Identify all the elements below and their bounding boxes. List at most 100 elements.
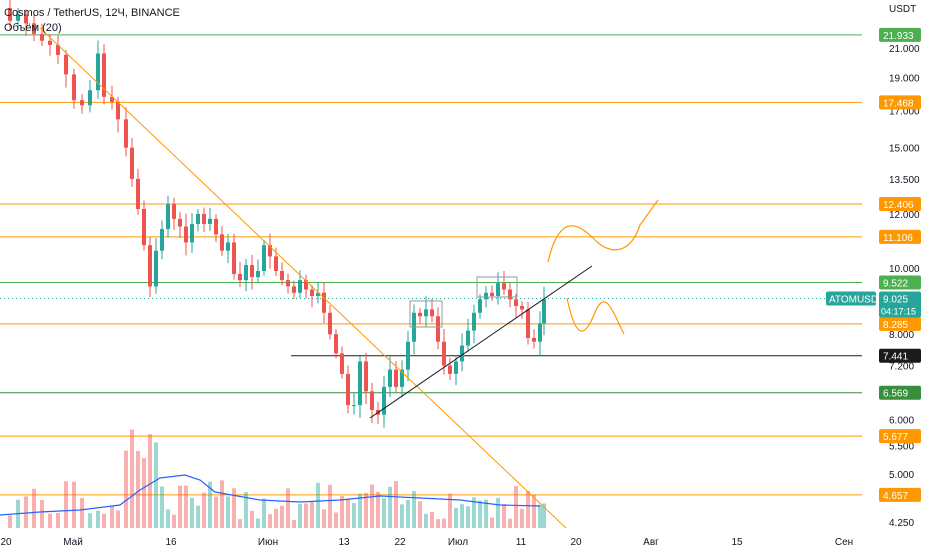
candle-body (334, 334, 338, 354)
candle-body (496, 283, 500, 296)
volume-bar (364, 492, 368, 528)
descending-trendline (39, 27, 567, 529)
volume-bar (502, 503, 506, 528)
candle-body (542, 299, 546, 324)
volume-bar (454, 507, 458, 528)
candle-body (244, 265, 248, 281)
candle-body (274, 256, 278, 271)
candle-body (430, 309, 434, 317)
time-tick-label: Авг (643, 537, 659, 548)
volume-bar (56, 512, 60, 528)
volume-bar (286, 488, 290, 528)
candle-body (316, 292, 320, 296)
volume-bar (32, 488, 36, 528)
volume-bar (520, 508, 524, 528)
volume-ma-line (0, 474, 541, 516)
candle-body (388, 369, 392, 387)
ascending-trendline (369, 265, 593, 419)
candle-body (40, 33, 44, 41)
volume-bar (352, 503, 356, 528)
volume-bar (184, 485, 188, 528)
volume-bar (388, 486, 392, 528)
volume-bar (358, 493, 362, 528)
volume-bar (72, 481, 76, 528)
time-tick-label: 15 (731, 537, 743, 548)
volume-bar (484, 499, 488, 528)
candle-body (136, 178, 140, 209)
volume-bar (400, 504, 404, 528)
price-axis: 21.000 19.000 17.000 15.000 13.500 12.000 10.0… (889, 44, 920, 529)
symbol-title[interactable]: Cosmos / TetherUS, 12Ч, BINANCE (4, 7, 180, 19)
candle-body (208, 218, 212, 224)
volume-bar (322, 509, 326, 528)
candle-body (154, 250, 158, 287)
last-price-tag (879, 291, 921, 318)
level-price-text: 9.522 (883, 279, 908, 290)
volume-bar (538, 504, 542, 528)
volume-bar (8, 515, 12, 528)
candle-body (484, 292, 488, 300)
volume-bar (178, 485, 182, 528)
horizontal-levels (0, 34, 862, 496)
candle-body (184, 226, 188, 243)
volume-bar (496, 497, 500, 528)
volume-bar (442, 518, 446, 528)
volume-bar (316, 482, 320, 528)
volume-bar (478, 500, 482, 528)
candle-body (478, 299, 482, 313)
volume-bar (328, 484, 332, 528)
candle-body (48, 40, 52, 45)
volume-bar (130, 429, 134, 528)
candle-body (520, 305, 524, 310)
volume-bar (80, 497, 84, 528)
volume-bar (292, 519, 296, 528)
volume-bar (298, 503, 302, 528)
candle-body (56, 44, 60, 55)
candle-body (508, 289, 512, 300)
volume-bar (418, 501, 422, 528)
volume-bar (430, 511, 434, 528)
candle-body (130, 147, 134, 179)
volume-bar (460, 504, 464, 528)
volume-bar (406, 499, 410, 528)
volume-bar (64, 481, 68, 528)
candle-body (178, 218, 182, 227)
candle-body (142, 208, 146, 246)
volume-bar (310, 501, 314, 528)
candle-body (340, 353, 344, 374)
candle-body (370, 391, 374, 410)
candle-body (538, 323, 542, 342)
candle-body (64, 54, 68, 75)
level-price-tag (879, 27, 921, 42)
price-tick-label: 5.500 (889, 441, 914, 452)
volume-indicator-title[interactable]: Объём (20) (4, 22, 62, 34)
candle-body (226, 242, 230, 251)
candle-body (220, 234, 224, 251)
candle-body (238, 273, 242, 281)
time-axis: 20 Май 16 Июн 13 22 Июл 11 20 Авг 15 Сен (0, 537, 853, 548)
candle-body (490, 292, 494, 296)
candles (8, 0, 546, 428)
candle-body (526, 309, 530, 338)
price-tick-label: 21.000 (889, 44, 920, 55)
candle-body (190, 223, 194, 243)
level-price-tag (879, 487, 921, 502)
candle-body (466, 330, 470, 346)
price-tick-label: 10.000 (889, 264, 920, 275)
bullish-projection-path (547, 199, 659, 263)
candle-body (166, 204, 170, 230)
volume-bar (508, 518, 512, 528)
level-price-text: 4.657 (883, 491, 908, 502)
volume-bar (268, 514, 272, 528)
volume-bar (160, 486, 164, 528)
candle-body (358, 361, 362, 406)
volume-bar (526, 490, 530, 528)
candle-body (310, 289, 314, 296)
candle-body (406, 341, 410, 370)
candle-body (418, 312, 422, 317)
volume-bar (472, 497, 476, 528)
volume-bar (256, 518, 260, 528)
time-tick-label: 13 (338, 537, 350, 548)
